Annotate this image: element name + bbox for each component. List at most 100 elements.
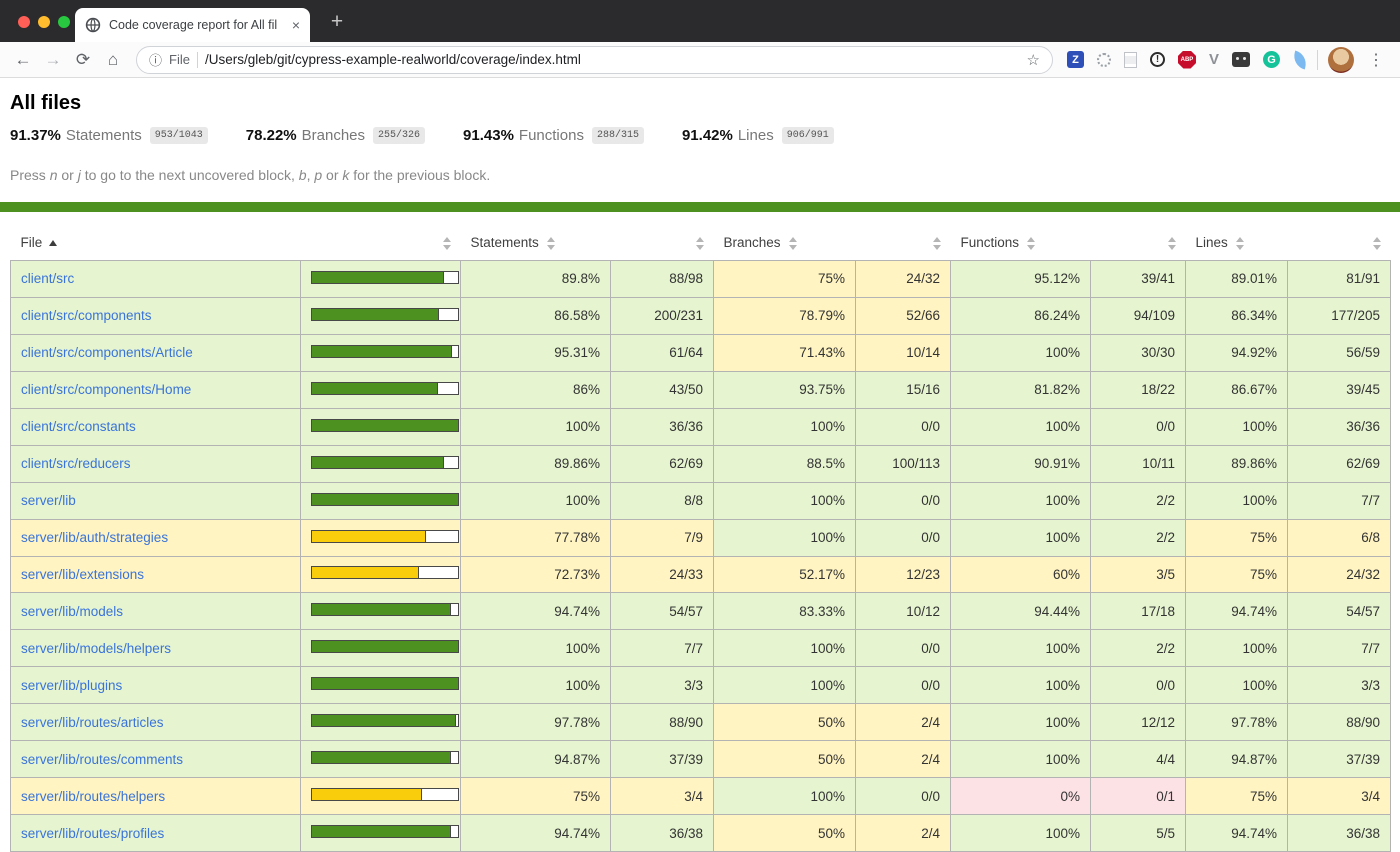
page-info-icon[interactable]: ⓘ xyxy=(149,53,163,68)
chart-cell xyxy=(300,333,461,372)
file-link[interactable]: client/src/constants xyxy=(21,419,136,435)
file-link[interactable]: server/lib/extensions xyxy=(21,566,145,582)
statements-abs-cell: 37/39 xyxy=(610,740,714,779)
sort-asc-icon xyxy=(49,240,58,247)
col-branches[interactable]: Branches xyxy=(713,225,856,261)
branches-abs-cell: 24/32 xyxy=(855,260,951,298)
file-link[interactable]: client/src xyxy=(21,271,75,287)
col-functions[interactable]: Functions xyxy=(950,225,1091,261)
close-window-button[interactable] xyxy=(18,16,30,28)
branches-pct-cell: 83.33% xyxy=(713,592,856,631)
bookmark-star-icon[interactable]: ☆ xyxy=(1026,51,1040,69)
reload-icon[interactable]: ⟳ xyxy=(75,49,91,69)
chart-cell xyxy=(300,481,461,520)
statements-pct-cell: 100% xyxy=(460,666,611,705)
sort-icon[interactable] xyxy=(1167,236,1176,250)
file-cell: client/src/constants xyxy=(10,407,301,446)
file-link[interactable]: server/lib/plugins xyxy=(21,677,123,693)
file-link[interactable]: client/src/components/Article xyxy=(21,345,193,361)
new-tab-button[interactable]: + xyxy=(330,10,344,33)
functions-abs-cell: 94/109 xyxy=(1090,296,1186,335)
col-functions-abs[interactable] xyxy=(1090,225,1186,261)
col-file[interactable]: File xyxy=(10,225,301,261)
file-link[interactable]: client/src/components/Home xyxy=(21,382,192,398)
sort-icon[interactable] xyxy=(695,236,704,250)
file-cell: server/lib/plugins xyxy=(10,666,301,705)
coverage-bar-fill xyxy=(311,270,444,284)
coverage-bar xyxy=(311,788,459,805)
statements-abs-cell: 3/4 xyxy=(610,777,714,816)
file-link[interactable]: client/src/reducers xyxy=(21,456,131,472)
home-icon[interactable]: ⌂ xyxy=(107,49,119,69)
coverage-bar xyxy=(311,529,459,547)
sort-icon[interactable] xyxy=(1235,236,1244,250)
file-link[interactable]: client/src/components xyxy=(21,308,152,324)
file-link[interactable]: server/lib xyxy=(21,493,76,509)
functions-abs-cell: 2/2 xyxy=(1090,518,1186,557)
col-statements-abs[interactable] xyxy=(610,225,714,261)
table-row: server/lib/routes/articles 97.78% 88/90 50%… xyxy=(10,703,1391,742)
statements-pct-cell: 72.73% xyxy=(460,555,611,594)
address-bar[interactable]: ⓘ File /Users/gleb/git/cypress-example-r… xyxy=(136,45,1053,74)
dotted-circle-icon[interactable] xyxy=(1096,52,1111,67)
file-cell: server/lib xyxy=(10,481,301,520)
col-statements[interactable]: Statements xyxy=(460,225,611,261)
forward-icon[interactable]: → xyxy=(44,49,62,69)
branches-pct-cell: 50% xyxy=(713,814,856,852)
minimize-window-button[interactable] xyxy=(38,16,50,28)
vimium-icon[interactable]: V xyxy=(1208,51,1219,68)
coverage-bar-fill xyxy=(311,751,452,765)
lines-abs-cell: 6/8 xyxy=(1287,518,1391,557)
feather-icon[interactable] xyxy=(1291,49,1309,70)
lines-label: Lines xyxy=(737,127,774,144)
bot-icon[interactable] xyxy=(1232,52,1250,67)
branches-pct-cell: 88.5% xyxy=(713,444,856,483)
file-link[interactable]: server/lib/models/helpers xyxy=(21,640,172,656)
url-text[interactable]: /Users/gleb/git/cypress-example-realworl… xyxy=(204,52,581,67)
lines-pct-cell: 94.74% xyxy=(1185,814,1288,852)
browser-tab[interactable]: Code coverage report for All fil × xyxy=(75,8,310,42)
col-lines[interactable]: Lines xyxy=(1185,225,1288,261)
browser-menu-icon[interactable]: ⋮ xyxy=(1368,51,1384,69)
file-link[interactable]: server/lib/routes/helpers xyxy=(21,788,166,804)
coverage-bar-fill xyxy=(311,529,427,543)
tab-close-icon[interactable]: × xyxy=(291,17,300,33)
sort-icon[interactable] xyxy=(932,236,941,250)
lines-abs-cell: 24/32 xyxy=(1287,555,1391,594)
col-functions-label: Functions xyxy=(960,235,1020,250)
file-link[interactable]: server/lib/auth/strategies xyxy=(21,530,169,546)
statements-pct-cell: 100% xyxy=(460,629,611,668)
coverage-bar-fill xyxy=(311,714,456,728)
zoom-window-button[interactable] xyxy=(58,16,70,28)
file-link[interactable]: server/lib/routes/profiles xyxy=(21,825,165,841)
table-row: server/lib/models 94.74% 54/57 83.33% 10/12 9… xyxy=(10,592,1391,631)
statements-pct-cell: 75% xyxy=(460,777,611,816)
sort-icon[interactable] xyxy=(788,236,797,250)
sort-icon[interactable] xyxy=(442,236,451,250)
file-link[interactable]: server/lib/models xyxy=(21,603,124,619)
file-link[interactable]: server/lib/routes/comments xyxy=(21,751,184,767)
profile-avatar[interactable] xyxy=(1328,46,1354,73)
statements-abs-cell: 54/57 xyxy=(610,592,714,631)
statements-pct-cell: 95.31% xyxy=(460,333,611,372)
branches-pct-cell: 100% xyxy=(713,481,856,520)
col-chart[interactable] xyxy=(300,225,461,261)
back-icon[interactable]: ← xyxy=(14,49,32,69)
zotero-icon[interactable]: Z xyxy=(1066,51,1084,68)
chart-cell xyxy=(300,260,461,298)
file-link[interactable]: server/lib/routes/articles xyxy=(21,714,164,730)
col-branches-abs[interactable] xyxy=(855,225,951,261)
page-icon[interactable] xyxy=(1123,51,1137,68)
grammarly-icon[interactable]: G xyxy=(1263,51,1280,68)
lines-abs-cell: 37/39 xyxy=(1287,740,1391,779)
sort-icon[interactable] xyxy=(546,236,555,250)
coverage-table-body: client/src 89.8% 88/98 75% 24/32 95.12% 39/41 8… xyxy=(10,260,1391,852)
coverage-bar-empty xyxy=(439,307,459,321)
col-lines-abs[interactable] xyxy=(1287,225,1391,261)
sort-icon[interactable] xyxy=(1372,236,1381,250)
alert-icon[interactable]: ! xyxy=(1149,52,1165,67)
adblock-plus-icon[interactable]: ABP xyxy=(1177,50,1196,69)
table-row: server/lib/routes/profiles 94.74% 36/38 50%… xyxy=(10,814,1391,852)
traffic-lights xyxy=(18,16,70,28)
sort-icon[interactable] xyxy=(1027,236,1036,250)
